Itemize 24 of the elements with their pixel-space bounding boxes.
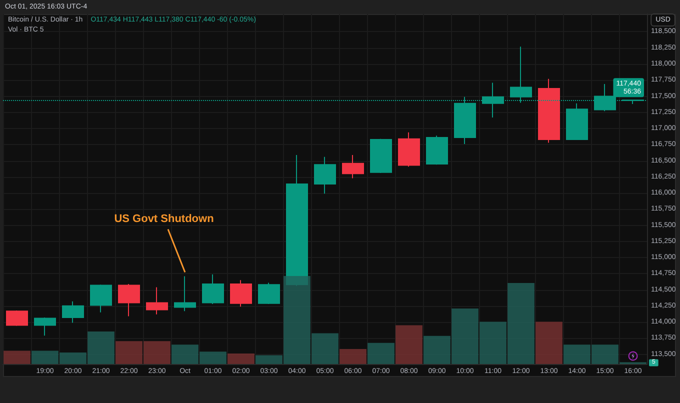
candlestick <box>34 317 56 336</box>
candlestick <box>258 282 280 304</box>
candlestick <box>566 102 588 140</box>
bar <box>396 325 422 364</box>
bar <box>340 349 366 364</box>
annotation: US Govt Shutdown <box>114 212 214 225</box>
candlestick <box>538 78 560 144</box>
candlestick <box>342 154 364 179</box>
candlestick <box>202 274 224 304</box>
candlestick <box>398 132 420 168</box>
candlestick <box>314 156 336 194</box>
bar <box>4 350 30 364</box>
candlestick <box>174 276 196 312</box>
candlestick <box>230 280 252 308</box>
bar <box>536 322 562 364</box>
candlestick <box>6 310 28 326</box>
candlestick <box>118 284 140 317</box>
candlestick <box>62 300 84 324</box>
candlestick <box>146 286 168 315</box>
bar <box>368 342 394 364</box>
candlestick <box>370 138 392 174</box>
candlestick <box>90 284 112 313</box>
bar <box>228 353 254 364</box>
candlestick <box>426 135 448 166</box>
